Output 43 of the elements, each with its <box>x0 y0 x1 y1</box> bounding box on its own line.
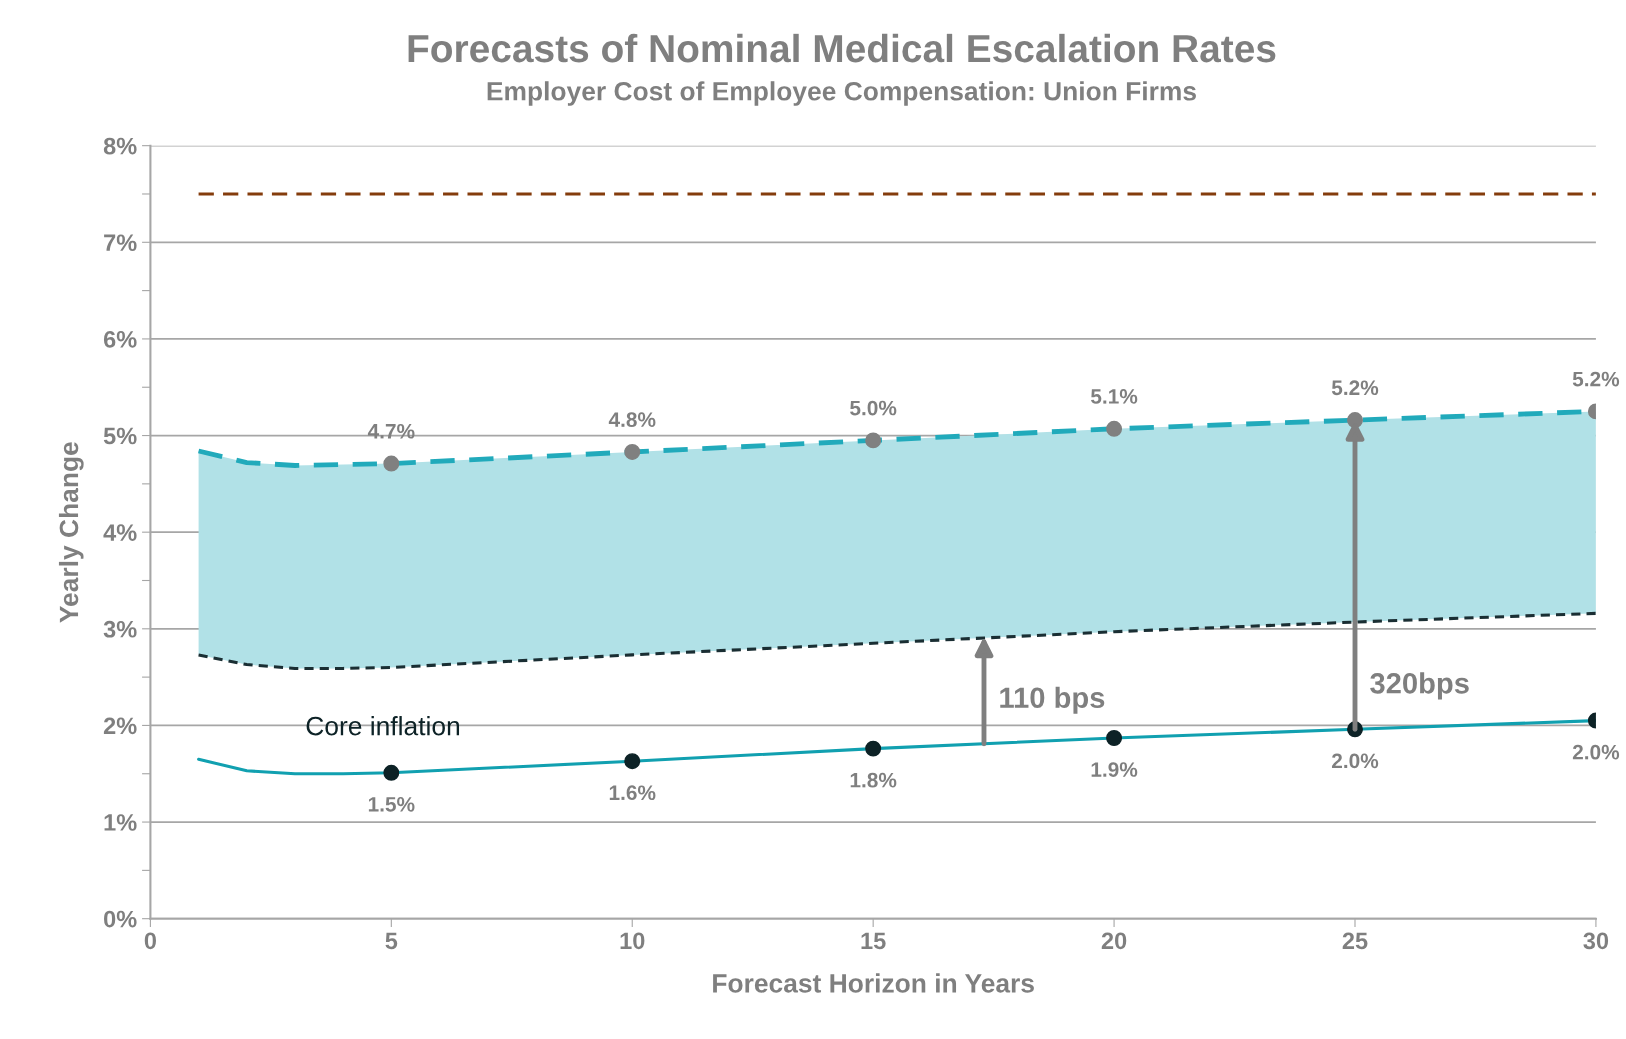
y-tick-label: 7% <box>104 234 137 252</box>
point <box>1106 420 1123 437</box>
data-label: 1.8% <box>850 772 897 788</box>
data-label: 1.9% <box>1091 762 1138 777</box>
annotation: 320bps <box>1370 672 1469 700</box>
y-axis-title: Yearly Change <box>58 442 84 623</box>
chart-subtitle: Employer Cost of Employee Compensation: Union Firms <box>487 81 1196 106</box>
chart-title: Forecasts of Nominal Medical Escalation Rates <box>408 33 1276 63</box>
y-tick-label: 0% <box>104 910 137 928</box>
point <box>624 753 641 770</box>
point <box>383 764 400 781</box>
line-series <box>197 611 1596 670</box>
data-label: 5.2% <box>1331 380 1379 396</box>
point <box>383 455 400 472</box>
data-label: 2.0% <box>1331 753 1379 769</box>
data-label: 5.0% <box>850 400 897 416</box>
y-tick-label: 4% <box>103 524 137 541</box>
y-tick-label: 8% <box>103 137 137 155</box>
x-tick-label: 15 <box>861 932 886 950</box>
y-tick-label: 6% <box>103 330 137 348</box>
point <box>865 432 882 449</box>
data-label: 1.5% <box>368 797 415 812</box>
x-axis-title: Forecast Horizon in Years <box>713 973 1034 993</box>
y-tick-label: 2% <box>103 717 137 735</box>
data-label: 5.1% <box>1090 389 1138 404</box>
y-tick-label: 3% <box>103 620 137 638</box>
point <box>624 443 641 460</box>
annotation: 110 bps <box>1000 686 1105 714</box>
data-label: 4.8% <box>608 412 656 428</box>
data-label: 1.6% <box>609 785 656 801</box>
x-tick-label: 20 <box>1101 932 1127 950</box>
y-tick-label: 5% <box>103 427 137 445</box>
x-tick-label: 25 <box>1342 932 1368 950</box>
x-tick-label: 30 <box>1583 932 1609 950</box>
data-label: 2.0% <box>1572 744 1620 760</box>
x-tick-label: 5 <box>385 932 398 950</box>
point <box>1106 730 1123 746</box>
point <box>865 740 882 757</box>
y-tick-label: 1% <box>104 814 137 831</box>
series-label: Core inflation <box>306 716 460 736</box>
x-tick-label: 0 <box>144 932 156 950</box>
x-tick-label: 10 <box>620 932 645 950</box>
data-label: 5.2% <box>1572 371 1620 387</box>
